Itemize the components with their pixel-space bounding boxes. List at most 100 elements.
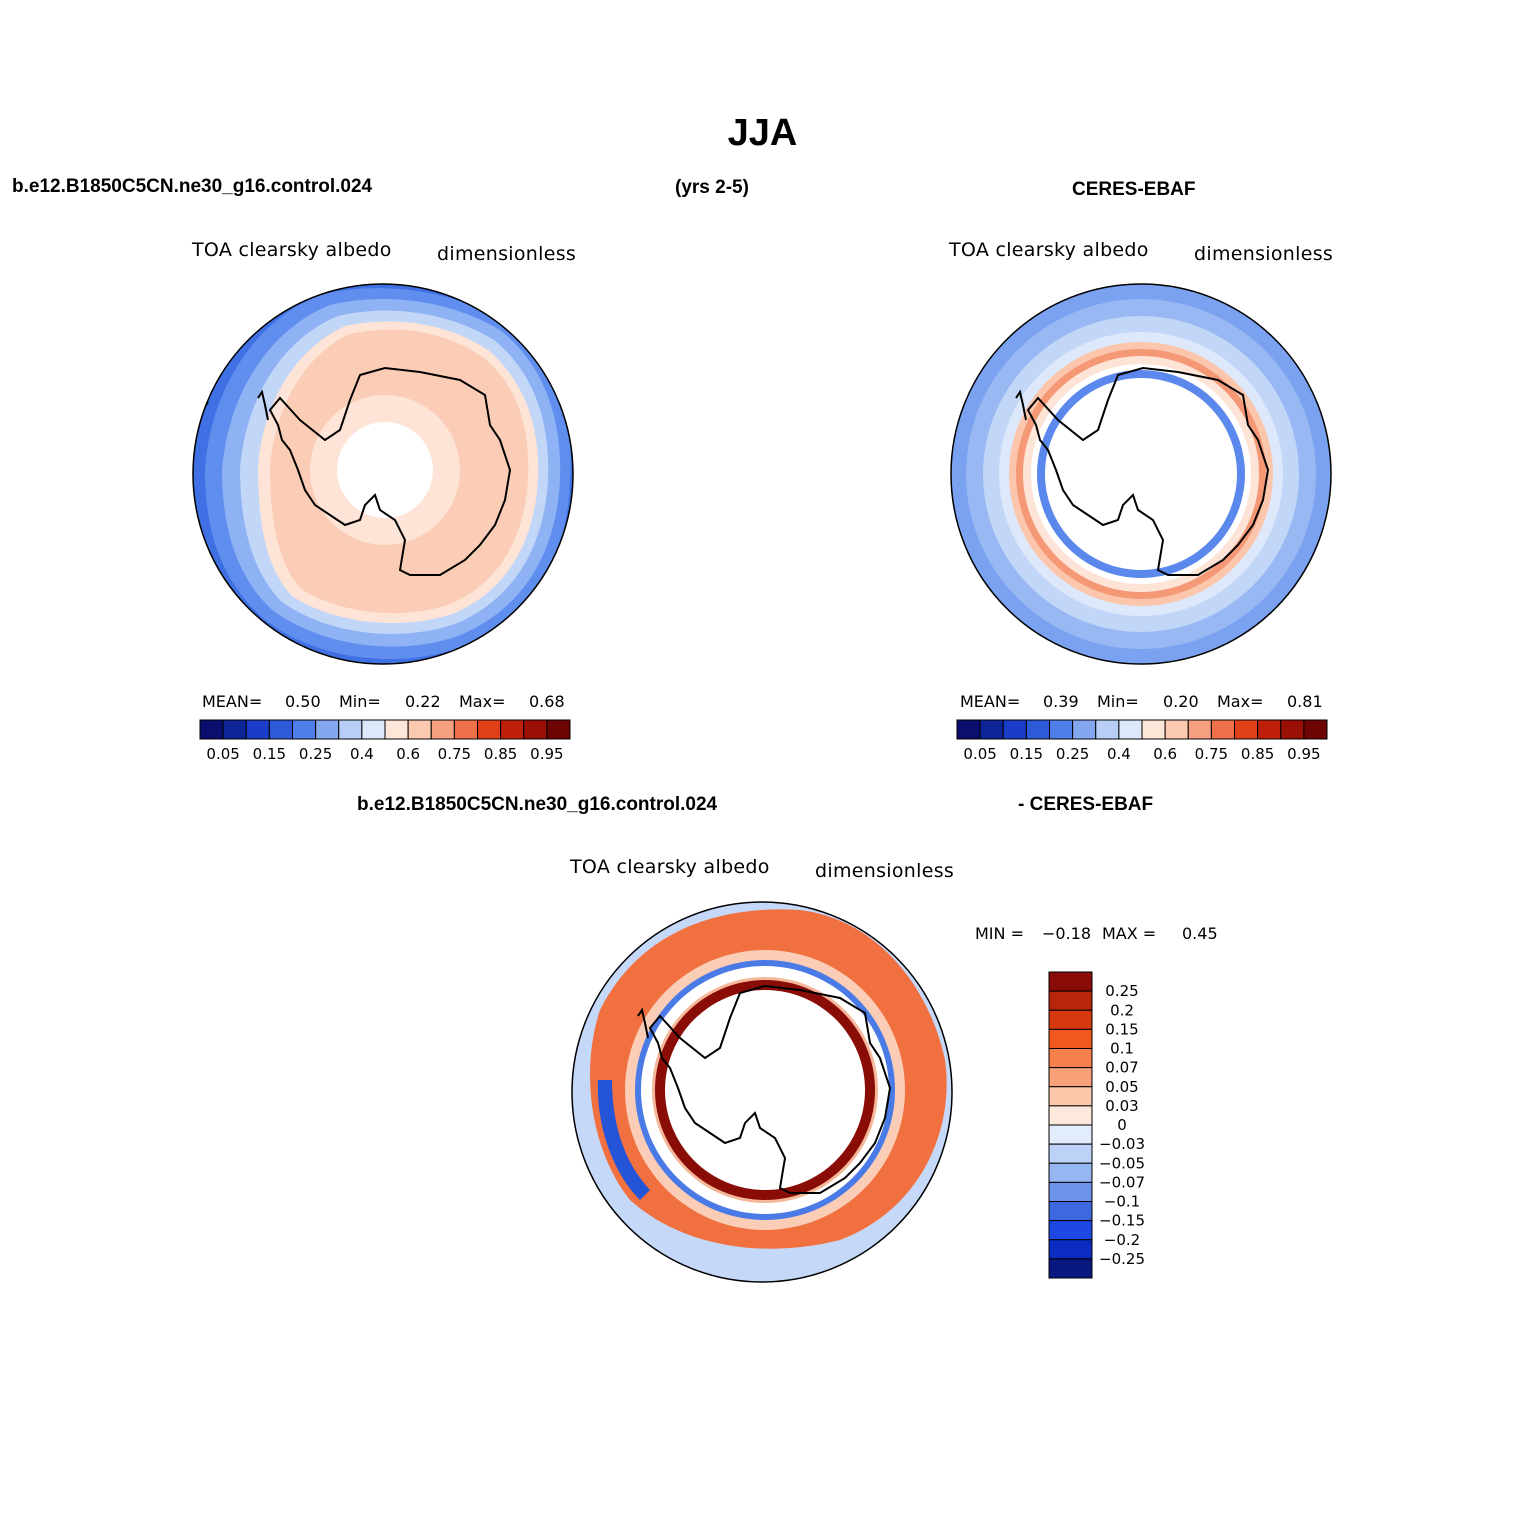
diff-colorbar-tick-6: 0.03 (1105, 1097, 1138, 1115)
panel2-colorbar-swatch-8 (1141, 719, 1166, 740)
diff-colorbar-tick-7: 0 (1117, 1116, 1127, 1134)
panel2-colorbar-tick-2: 0.25 (1056, 745, 1089, 763)
diff-colorbar-swatch-13 (1048, 1220, 1093, 1241)
panel1-variable: TOA clearsky albedo (192, 239, 392, 261)
diff-colorbar-tick-11: −0.1 (1104, 1193, 1140, 1211)
panel1-mean-label: MEAN= (202, 692, 263, 711)
panel2-min-value: 0.20 (1163, 692, 1199, 711)
panel1-colorbar-swatch-9 (407, 719, 432, 740)
panel1-colorbar-tick-5: 0.75 (438, 745, 471, 763)
panel2-colorbar-tick-7: 0.95 (1287, 745, 1320, 763)
panel1-colorbar-swatch-14 (523, 719, 548, 740)
panel2-colorbar-swatch-9 (1164, 719, 1189, 740)
diff-obs-name: - CERES-EBAF (1018, 794, 1154, 815)
panel1-colorbar-swatch-7 (361, 719, 386, 740)
case-name: b.e12.B1850C5CN.ne30_g16.control.024 (12, 176, 373, 197)
diff-variable: TOA clearsky albedo (570, 856, 770, 878)
panel1-colorbar-swatch-4 (292, 719, 317, 740)
diff-units: dimensionless (815, 860, 955, 882)
figure-title: JJA (727, 112, 798, 154)
panel2-colorbar-swatch-3 (1025, 719, 1050, 740)
panel1-colorbar: 0.05 0.15 0.25 0.4 0.6 0.75 0.85 0.95 (199, 719, 571, 763)
panel2-colorbar-swatch-5 (1072, 719, 1097, 740)
panel1-colorbar-swatch-11 (453, 719, 478, 740)
diff-min-label: MIN = (975, 924, 1024, 943)
panel2-colorbar-tick-6: 0.85 (1241, 745, 1274, 763)
panel2-colorbar-swatch-6 (1095, 719, 1120, 740)
diff-colorbar-swatch-8 (1048, 1124, 1093, 1145)
diff-colorbar-swatch-7 (1048, 1105, 1093, 1126)
panel2-colorbar-tick-0: 0.05 (963, 745, 996, 763)
panel1-colorbar-swatch-12 (477, 719, 502, 740)
diff-colorbar-swatch-15 (1048, 1258, 1093, 1279)
diff-colorbar-tick-3: 0.1 (1110, 1040, 1134, 1058)
panel2-colorbar-swatch-15 (1303, 719, 1328, 740)
panel1-min-label: Min= (339, 692, 381, 711)
panel2-contours (951, 284, 1331, 664)
diff-colorbar-swatch-9 (1048, 1143, 1093, 1164)
diff-colorbar-swatch-12 (1048, 1201, 1093, 1222)
diff-colorbar-tick-13: −0.2 (1104, 1231, 1140, 1249)
panel1-colorbar-tick-1: 0.15 (253, 745, 286, 763)
panel2-units: dimensionless (1194, 243, 1334, 265)
panel1-units: dimensionless (437, 243, 577, 265)
panel1-colorbar-swatch-10 (430, 719, 455, 740)
panel2-colorbar-swatch-14 (1280, 719, 1305, 740)
panel2-colorbar-swatch-2 (1002, 719, 1027, 740)
panel2-colorbar-swatch-0 (956, 719, 981, 740)
panel1-colorbar-swatch-8 (384, 719, 409, 740)
panel1-colorbar-swatch-5 (315, 719, 340, 740)
diff-colorbar-swatch-11 (1048, 1181, 1093, 1202)
panel2-max-value: 0.81 (1287, 692, 1323, 711)
diff-colorbar-tick-2: 0.15 (1105, 1020, 1138, 1038)
panel1-colorbar-swatch-0 (199, 719, 224, 740)
diff-colorbar-swatch-14 (1048, 1239, 1093, 1260)
diff-colorbar-swatch-1 (1048, 990, 1093, 1011)
panel2-colorbar-tick-4: 0.6 (1153, 745, 1177, 763)
panel2-max-label: Max= (1217, 692, 1264, 711)
panel2-variable: TOA clearsky albedo (949, 239, 1149, 261)
panel1-colorbar-tick-7: 0.95 (530, 745, 563, 763)
panel1-colorbar-tick-6: 0.85 (484, 745, 517, 763)
diff-colorbar-swatch-10 (1048, 1162, 1093, 1183)
panel2-min-label: Min= (1097, 692, 1139, 711)
diff-contours (572, 902, 952, 1282)
panel2-colorbar: 0.05 0.15 0.25 0.4 0.6 0.75 0.85 0.95 (956, 719, 1328, 763)
diff-max-value: 0.45 (1182, 924, 1218, 943)
panel1-mean-value: 0.50 (285, 692, 321, 711)
diff-colorbar-tick-5: 0.05 (1105, 1078, 1138, 1096)
panel2-colorbar-swatch-7 (1118, 719, 1143, 740)
panel1-colorbar-swatch-2 (245, 719, 270, 740)
panel2-mean-label: MEAN= (960, 692, 1021, 711)
panel1-colorbar-swatch-13 (500, 719, 525, 740)
panel2-colorbar-tick-5: 0.75 (1195, 745, 1228, 763)
diff-colorbar: 0.250.20.150.10.070.050.030−0.03−0.05−0.… (1048, 971, 1145, 1279)
diff-colorbar-swatch-5 (1048, 1067, 1093, 1088)
panel1-colorbar-swatch-1 (222, 719, 247, 740)
panel1-max-label: Max= (459, 692, 506, 711)
panel1-colorbar-swatch-15 (546, 719, 571, 740)
panel2-colorbar-swatch-12 (1234, 719, 1259, 740)
diff-colorbar-tick-10: −0.07 (1099, 1173, 1145, 1191)
obs-name: CERES-EBAF (1072, 179, 1196, 200)
diff-min-value: −0.18 (1042, 924, 1092, 943)
panel2-colorbar-swatch-13 (1257, 719, 1282, 740)
diff-colorbar-tick-9: −0.05 (1099, 1154, 1145, 1172)
panel1-contours (193, 284, 573, 664)
diff-max-label: MAX = (1102, 924, 1157, 943)
years-label: (yrs 2-5) (675, 177, 749, 198)
diff-colorbar-swatch-6 (1048, 1086, 1093, 1107)
panel2-mean-value: 0.39 (1043, 692, 1079, 711)
panel2-coastline (1015, 366, 1270, 576)
panel2-colorbar-swatch-10 (1187, 719, 1212, 740)
diff-colorbar-swatch-0 (1048, 971, 1093, 992)
diff-case-name: b.e12.B1850C5CN.ne30_g16.control.024 (357, 794, 718, 815)
panel1-colorbar-swatch-3 (268, 719, 293, 740)
panel1-colorbar-tick-2: 0.25 (299, 745, 332, 763)
panel1-colorbar-tick-4: 0.6 (396, 745, 420, 763)
panel2-colorbar-tick-3: 0.4 (1107, 745, 1131, 763)
panel2-colorbar-swatch-4 (1049, 719, 1074, 740)
diff-colorbar-tick-14: −0.25 (1099, 1250, 1145, 1268)
diff-coastline (637, 984, 892, 1194)
panel2-colorbar-tick-1: 0.15 (1010, 745, 1043, 763)
